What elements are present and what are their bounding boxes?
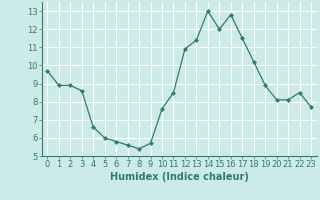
X-axis label: Humidex (Indice chaleur): Humidex (Indice chaleur) xyxy=(110,172,249,182)
